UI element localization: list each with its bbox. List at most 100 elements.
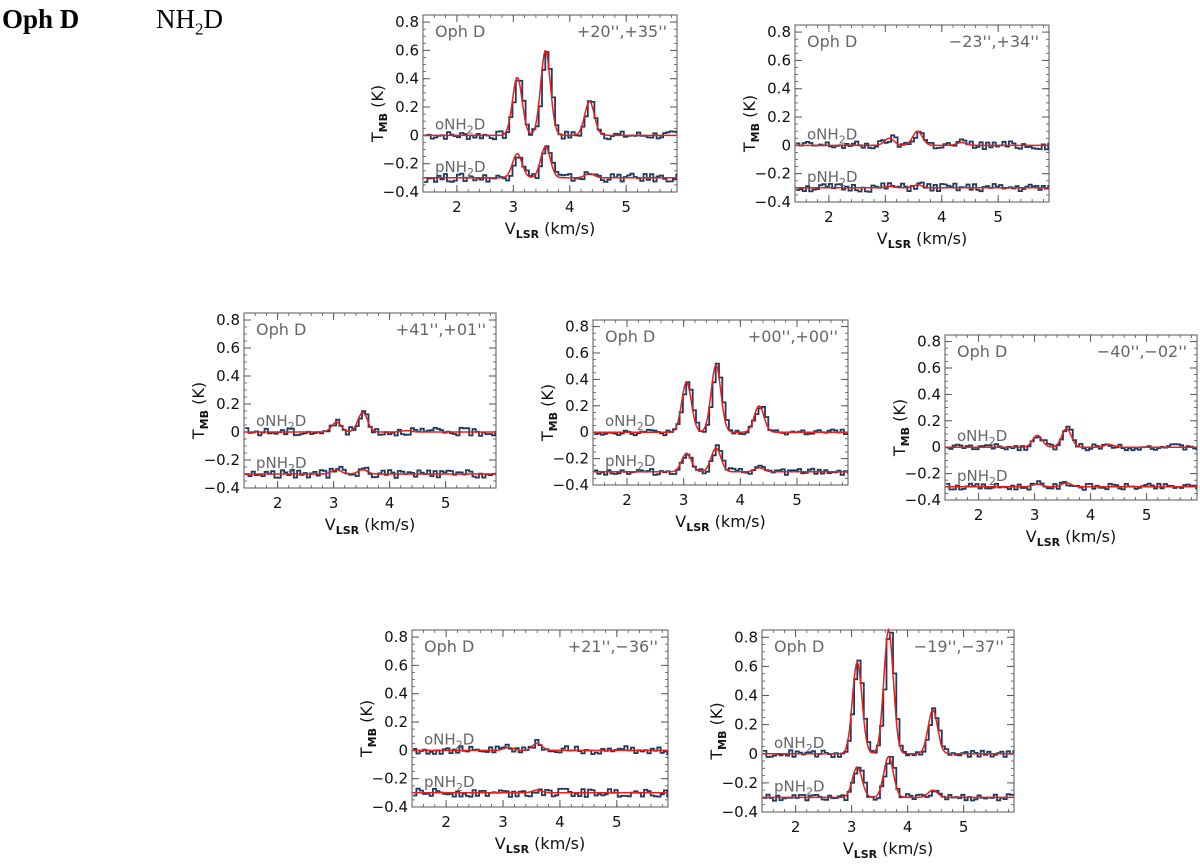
plot-frame <box>944 334 1198 501</box>
y-tick-label: −0.2 <box>905 465 941 483</box>
y-tick-label: −0.4 <box>905 491 941 509</box>
y-tick-label: 0.2 <box>216 395 240 413</box>
y-tick-label: 0.6 <box>395 41 419 59</box>
panel-title: Oph D <box>424 637 474 656</box>
panel-offset: +21'',−36'' <box>568 637 658 656</box>
pNH2D-fit <box>945 482 1197 488</box>
x-axis-label: VLSR (km/s) <box>505 219 596 241</box>
spectrum-panel-6: 2 3 4 5 −0.4 −0.2 0 0.2 0.4 0.6 0.8 oNH2D pNH2D Oph D… <box>357 628 669 856</box>
panel-title: Oph D <box>256 320 306 339</box>
oNH2D-fit <box>945 428 1197 448</box>
series-label: oNH2D <box>807 125 857 146</box>
y-tick-label: 0.8 <box>395 13 419 31</box>
x-tick-label: 4 <box>903 818 913 836</box>
x-tick-label: 2 <box>974 506 984 524</box>
plot-frame <box>411 629 669 808</box>
x-axis-label: VLSR (km/s) <box>495 834 586 856</box>
y-tick-label: 0 <box>579 423 589 441</box>
y-tick-label: 0.4 <box>734 687 758 705</box>
y-tick-label: 0.6 <box>734 657 758 675</box>
y-tick-label: 0.8 <box>384 628 408 646</box>
panel-offset: +20'',+35'' <box>577 22 667 41</box>
y-tick-label: 0.4 <box>216 367 240 385</box>
x-tick-label: 2 <box>441 813 451 831</box>
series-label: oNH2D <box>424 730 474 751</box>
y-tick-label: 0.4 <box>917 385 941 403</box>
x-axis-label: VLSR (km/s) <box>1026 527 1117 549</box>
pNH2D-fit <box>423 146 677 179</box>
x-tick-label: 3 <box>509 198 519 216</box>
x-tick-label: 4 <box>937 208 947 226</box>
y-tick-label: 0.6 <box>917 359 941 377</box>
oNH2D-fit <box>762 627 1014 755</box>
y-tick-label: 0.6 <box>767 51 791 69</box>
oNH2D-spectrum <box>245 410 497 437</box>
panel-offset: +41'',+01'' <box>396 320 486 339</box>
y-tick-label: −0.4 <box>372 798 408 816</box>
molecule-title: NH2D <box>156 4 223 39</box>
y-tick-label: −0.2 <box>372 770 408 788</box>
series-label: pNH2D <box>807 168 858 189</box>
y-tick-label: −0.2 <box>204 451 240 469</box>
y-tick-label: 0.8 <box>767 23 791 41</box>
panel-title: Oph D <box>605 327 655 346</box>
y-tick-label: 0.8 <box>216 311 240 329</box>
y-axis-label: TMB (K) <box>189 382 211 440</box>
panel-offset: −23'',+34'' <box>949 32 1039 51</box>
x-tick-label: 5 <box>792 491 802 509</box>
y-tick-label: 0.8 <box>917 333 941 351</box>
oNH2D-fit <box>593 364 848 433</box>
x-axis-label: VLSR (km/s) <box>877 229 968 251</box>
pNH2D-fit <box>412 789 668 794</box>
y-tick-label: −0.4 <box>553 476 589 494</box>
series-label: pNH2D <box>774 777 825 798</box>
y-axis-label: TMB (K) <box>890 399 912 457</box>
y-tick-label: 0.6 <box>216 339 240 357</box>
y-tick-label: 0.4 <box>384 685 408 703</box>
y-axis-label: TMB (K) <box>740 95 762 153</box>
y-tick-label: 0 <box>398 741 408 759</box>
x-tick-label: 2 <box>791 818 801 836</box>
y-tick-label: 0.2 <box>395 98 419 116</box>
x-tick-label: 5 <box>993 208 1003 226</box>
plot-frame <box>422 14 678 193</box>
x-tick-label: 2 <box>824 208 834 226</box>
x-tick-label: 3 <box>881 208 891 226</box>
y-tick-label: 0.4 <box>565 370 589 388</box>
y-tick-label: −0.4 <box>755 193 791 211</box>
oNH2D-fit <box>244 411 496 433</box>
x-tick-label: 4 <box>736 491 746 509</box>
y-axis-label: TMB (K) <box>357 700 379 758</box>
pNH2D-fit <box>762 755 1014 799</box>
y-tick-label: 0 <box>230 423 240 441</box>
x-tick-label: 5 <box>1142 506 1152 524</box>
oNH2D-spectrum <box>594 362 849 437</box>
pNH2D-fit <box>593 447 848 473</box>
x-tick-label: 4 <box>385 494 395 512</box>
series-label: oNH2D <box>256 412 306 433</box>
x-tick-label: 2 <box>622 491 632 509</box>
x-tick-label: 4 <box>555 813 565 831</box>
x-tick-label: 3 <box>847 818 857 836</box>
y-tick-label: 0 <box>781 136 791 154</box>
plot-frame <box>761 629 1015 813</box>
y-axis-label: TMB (K) <box>368 85 390 143</box>
oNH2D-spectrum <box>413 739 669 756</box>
series-label: oNH2D <box>957 427 1007 448</box>
y-tick-label: 0.6 <box>384 656 408 674</box>
y-tick-label: −0.2 <box>383 155 419 173</box>
x-tick-label: 5 <box>441 494 451 512</box>
y-tick-label: −0.4 <box>722 803 758 821</box>
source-title: Oph D <box>2 4 80 34</box>
spectrum-panel-4: 2 3 4 5 −0.4 −0.2 0 0.2 0.4 0.6 0.8 oNH2D pNH2D Oph D… <box>538 318 849 534</box>
x-tick-label: 5 <box>959 818 969 836</box>
plot-frame <box>243 312 497 489</box>
x-axis-label: VLSR (km/s) <box>675 512 766 534</box>
y-tick-label: 0.2 <box>734 716 758 734</box>
oNH2D-fit <box>412 742 668 752</box>
series-label: pNH2D <box>256 454 307 475</box>
x-tick-label: 3 <box>329 494 339 512</box>
y-tick-label: −0.4 <box>383 183 419 201</box>
y-tick-label: 0 <box>748 745 758 763</box>
